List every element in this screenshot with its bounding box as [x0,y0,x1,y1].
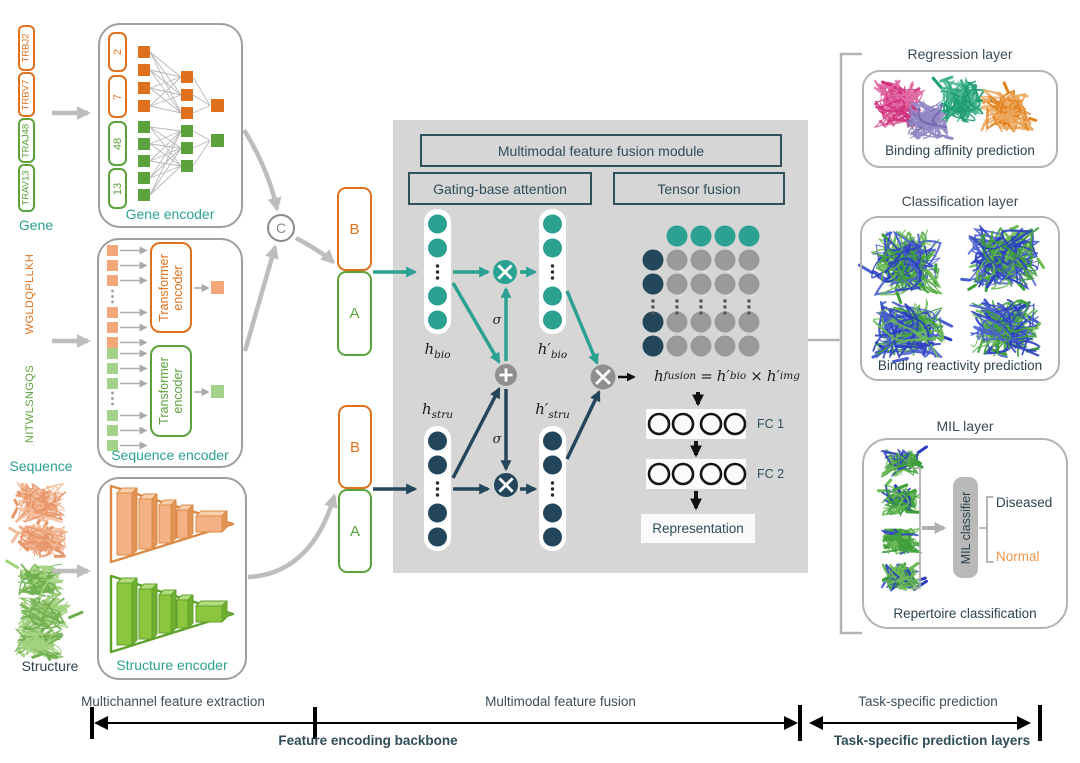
task-bracket [808,52,862,635]
h-bio-prime-label: h′bio [537,340,568,361]
gene-node-2: 2 [108,32,127,72]
gene-node-label: 7 [111,93,124,100]
chain-a-box-stru: A [338,489,372,573]
axis-segment1-label: Multichannel feature extraction [81,694,265,709]
gene-caption: Gene [18,217,54,233]
gene-encoder-box [98,23,243,228]
chain-a-box-bio: A [337,271,372,356]
repertoire-caption: Repertoire classification [893,606,1037,621]
mil-output-normal: Normal [996,549,1040,564]
beta-sequence-label: WGLDQPLLKH [23,253,36,335]
mil-output-diseased: Diseased [996,495,1053,510]
axis-segment3-label: Task-specific prediction [858,694,998,709]
mil-classifier-label: MIL classifier [958,491,973,564]
mil-graphics [913,467,994,589]
gene-node-7: 7 [108,75,127,118]
sequence-encoder-box [97,238,243,468]
sequence-caption: Sequence [9,458,73,474]
gene-chip-label: TRAJ48 [20,123,32,158]
fusion-module-title-box: Multimodal feature fusion module [420,134,782,167]
transformer-encoder-alpha: Transformer encoder [150,345,192,437]
classification-layer-title: Classification layer [901,193,1019,209]
tensor-fusion-matrix [618,225,760,511]
tensor-fusion-title-box: Tensor fusion [613,172,785,205]
structure-caption: Structure [21,658,79,674]
gating-attention-title-box: Gating-base attention [408,172,592,205]
gene-node-13: 13 [108,168,127,209]
gene-encoder-title: Gene encoder [125,206,215,222]
gene-node-48: 48 [108,121,127,166]
regression-caption: Binding affinity prediction [885,143,1035,158]
gene-chip-label: TRBJ2 [20,33,32,63]
structure-encoder-funnels [109,484,235,654]
regression-layer-title: Regression layer [907,46,1013,62]
mil-layer-title: MIL layer [936,418,994,434]
sequence-encoder-title: Sequence encoder [111,447,229,463]
gene-node-label: 13 [111,182,124,195]
gene-node-label: 2 [111,48,124,56]
representation-box: Representation [641,514,755,543]
gene-chip-label: TRBV7 [20,79,32,110]
mil-classifier-box: MIL classifier [953,477,978,578]
gene-node-label: 48 [111,137,124,150]
gene-chip-traj48: TRAJ48 [18,118,35,163]
concatenation-node: C [267,214,295,242]
gene-chip-trav13: TRAV13 [18,164,35,212]
sigma-bottom: σ [492,432,502,447]
transformer-encoder-label: Transformer encoder [157,357,185,425]
gating-attention-graphics [373,209,616,551]
transformer-encoder-label: Transformer encoder [157,253,185,322]
transformer-encoder-beta: Transformer encoder [150,242,192,333]
fc2-label: FC 2 [757,467,785,481]
connector-arrows [52,106,338,580]
gene-chip-trbj2: TRBJ2 [18,25,35,71]
classification-layer-box [860,216,1060,381]
mil-layer-box [862,438,1068,629]
fc1-label: FC 1 [757,417,785,431]
gene-chip-trbv7: TRBV7 [18,72,35,117]
bottom-axis-graphics [90,705,1042,741]
gene-network [138,46,224,201]
alpha-sequence-label: NITWLSNGQS [23,365,36,443]
fc-layers-graphics [646,409,747,489]
h-stru-prime-label: h′stru [535,400,570,421]
structure-encoder-box [97,477,247,680]
classification-caption: Binding reactivity prediction [877,358,1043,373]
h-stru-label: hstru [421,400,454,421]
protein-illustrations [5,75,1046,661]
feature-backbone-label: Feature encoding backbone [278,733,458,748]
fusion-formula: h fusion = h′ bio × h′ img [654,367,800,385]
gene-chip-label: TRAV13 [20,170,32,206]
regression-layer-box [862,70,1058,168]
h-bio-label: hbio [424,340,451,361]
chain-b-box-bio: B [337,187,372,271]
sigma-top: σ [492,313,502,328]
chain-b-box-stru: B [338,405,372,489]
structure-encoder-title: Structure encoder [116,657,228,673]
axis-segment2-label: Multimodal feature fusion [485,694,636,709]
prediction-layers-label: Task-specific prediction layers [833,733,1031,748]
